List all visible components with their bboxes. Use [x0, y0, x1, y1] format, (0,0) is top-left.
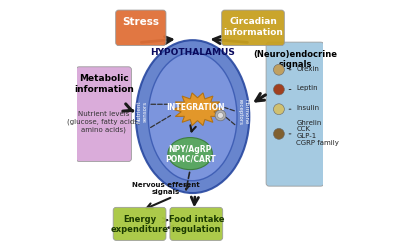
Text: (Neuro)endocrine
signals: (Neuro)endocrine signals [253, 50, 337, 69]
Text: Food intake
regulation: Food intake regulation [168, 215, 224, 234]
Circle shape [274, 128, 284, 139]
FancyBboxPatch shape [116, 10, 166, 46]
FancyBboxPatch shape [222, 10, 284, 46]
Text: Nutrient levels
(glucose, fatty acids,
amino acids): Nutrient levels (glucose, fatty acids, a… [67, 111, 140, 132]
Circle shape [218, 112, 224, 118]
Text: NPY/AgRP: NPY/AgRP [168, 145, 212, 155]
Text: Ghrelin
CCK
GLP-1
CGRP family: Ghrelin CCK GLP-1 CGRP family [296, 120, 339, 146]
FancyBboxPatch shape [266, 42, 324, 186]
FancyBboxPatch shape [113, 207, 166, 240]
Text: HYPOTHALAMUS: HYPOTHALAMUS [150, 48, 235, 57]
Text: Hormone
receptors: Hormone receptors [238, 99, 248, 125]
Circle shape [274, 64, 284, 75]
Text: INTEGRATION: INTEGRATION [166, 103, 224, 113]
Ellipse shape [168, 138, 212, 170]
Text: Insulin: Insulin [296, 105, 319, 111]
Circle shape [274, 104, 284, 115]
Text: Leptin: Leptin [296, 85, 318, 91]
Circle shape [215, 110, 226, 121]
Text: Orexin: Orexin [296, 65, 319, 71]
FancyBboxPatch shape [170, 207, 223, 240]
Text: Metabolic
information: Metabolic information [74, 74, 134, 93]
Text: Stress: Stress [122, 17, 159, 28]
Circle shape [274, 84, 284, 95]
Text: Nervous efferent
signals: Nervous efferent signals [132, 182, 199, 195]
Text: Energy
expenditure: Energy expenditure [110, 215, 168, 234]
Text: Circadian
information: Circadian information [223, 17, 283, 37]
FancyBboxPatch shape [76, 67, 132, 161]
Text: POMC/CART: POMC/CART [165, 155, 216, 163]
PathPatch shape [173, 93, 222, 125]
Ellipse shape [148, 53, 237, 181]
Text: Nutrient
sensors: Nutrient sensors [137, 100, 147, 123]
Ellipse shape [136, 40, 249, 193]
